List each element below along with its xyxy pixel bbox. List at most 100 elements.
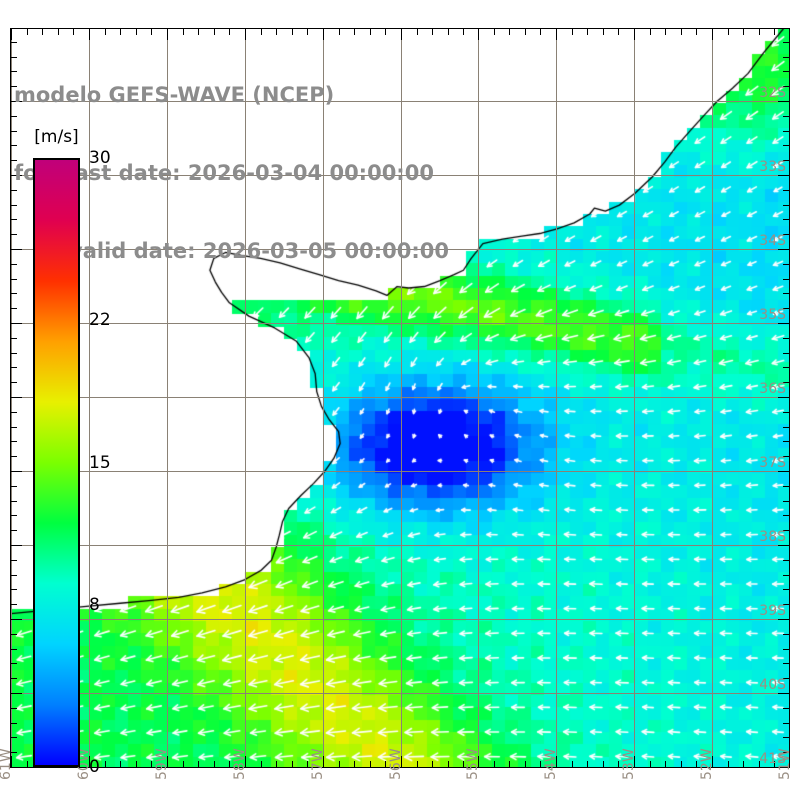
tick-mark — [58, 29, 59, 35]
tick-mark — [120, 29, 121, 35]
tick-mark — [11, 205, 17, 206]
tick-mark — [783, 145, 789, 146]
tick-mark — [385, 761, 386, 767]
tick-mark — [634, 29, 635, 40]
tick-mark — [229, 761, 230, 767]
latitude-label: 36S — [759, 381, 786, 397]
tick-mark — [276, 761, 277, 767]
tick-mark — [89, 756, 90, 767]
tick-mark — [783, 412, 789, 413]
tick-mark — [198, 761, 199, 767]
tick-mark — [778, 249, 789, 250]
grid-line-vertical — [401, 29, 402, 767]
tick-mark — [665, 29, 666, 35]
tick-mark — [136, 761, 137, 767]
tick-mark — [783, 234, 789, 235]
tick-mark — [778, 397, 789, 398]
tick-mark — [778, 693, 789, 694]
tick-mark — [783, 338, 789, 339]
tick-mark — [783, 752, 789, 753]
grid-line-vertical — [634, 29, 635, 767]
tick-mark — [572, 761, 573, 767]
latitude-label: 41S — [759, 751, 786, 767]
tick-mark — [11, 619, 22, 620]
grid-line-vertical — [11, 29, 12, 767]
tick-mark — [783, 649, 789, 650]
tick-mark — [650, 761, 651, 767]
grid-line-horizontal — [11, 397, 789, 398]
tick-mark — [783, 486, 789, 487]
tick-mark — [783, 353, 789, 354]
tick-mark — [11, 367, 17, 368]
tick-mark — [11, 323, 22, 324]
valid-date-title: valid date: 2026-03-05 00:00:00 — [69, 239, 449, 263]
tick-mark — [307, 761, 308, 767]
tick-mark — [778, 175, 789, 176]
latitude-label: 39S — [759, 603, 786, 619]
longitude-label: 53W — [621, 748, 637, 780]
tick-mark — [618, 29, 619, 35]
tick-mark — [261, 29, 262, 35]
tick-mark — [783, 427, 789, 428]
colorbar: [m/s] 30 22 15 8 0 — [31, 127, 111, 777]
latitude-label: 34S — [759, 233, 786, 249]
grid-line-horizontal — [11, 471, 789, 472]
tick-mark — [198, 29, 199, 35]
tick-mark — [478, 29, 479, 40]
tick-mark — [634, 756, 635, 767]
tick-mark — [783, 663, 789, 664]
tick-mark — [783, 279, 789, 280]
tick-mark — [478, 756, 479, 767]
map-plot-area[interactable] — [10, 28, 790, 768]
colorbar-units-label: [m/s] — [31, 127, 82, 147]
latitude-label: 40S — [759, 677, 786, 693]
forecast-date-title: forecast date: 2026-03-04 00:00:00 — [14, 161, 434, 185]
tick-mark — [11, 29, 12, 40]
tick-mark — [525, 761, 526, 767]
tick-mark — [783, 589, 789, 590]
tick-mark — [11, 101, 22, 102]
tick-mark — [783, 737, 789, 738]
grid-line-horizontal — [11, 323, 789, 324]
tick-mark — [11, 427, 17, 428]
tick-mark — [120, 761, 121, 767]
tick-mark — [105, 761, 106, 767]
tick-mark — [11, 515, 17, 516]
tick-mark — [11, 441, 17, 442]
tick-mark — [183, 761, 184, 767]
tick-mark — [783, 86, 789, 87]
longitude-label: 57W — [310, 748, 326, 780]
tick-mark — [778, 101, 789, 102]
tick-mark — [11, 249, 22, 250]
tick-mark — [463, 761, 464, 767]
longitude-label: 59W — [154, 748, 170, 780]
tick-mark — [167, 756, 168, 767]
grid-line-vertical — [167, 29, 168, 767]
wind-speed-field-canvas — [11, 29, 789, 767]
tick-mark — [783, 308, 789, 309]
tick-mark — [783, 575, 789, 576]
latitude-label: 37S — [759, 455, 786, 471]
longitude-label: 56W — [388, 748, 404, 780]
tick-mark — [214, 29, 215, 35]
tick-mark — [183, 29, 184, 35]
tick-mark — [11, 397, 22, 398]
tick-mark — [167, 29, 168, 40]
title-block: modelo GEFS-WAVE (NCEP) forecast date: 2… — [14, 30, 504, 316]
tick-mark — [11, 708, 17, 709]
tick-mark — [417, 29, 418, 35]
tick-mark — [432, 761, 433, 767]
tick-mark — [783, 219, 789, 220]
tick-mark — [618, 761, 619, 767]
tick-mark — [696, 29, 697, 35]
tick-mark — [587, 29, 588, 35]
tick-mark — [11, 589, 17, 590]
tick-mark — [370, 29, 371, 35]
tick-mark — [774, 761, 775, 767]
tick-mark — [774, 29, 775, 35]
tick-mark — [11, 723, 17, 724]
tick-mark — [783, 382, 789, 383]
tick-mark — [42, 29, 43, 35]
tick-mark — [136, 29, 137, 35]
